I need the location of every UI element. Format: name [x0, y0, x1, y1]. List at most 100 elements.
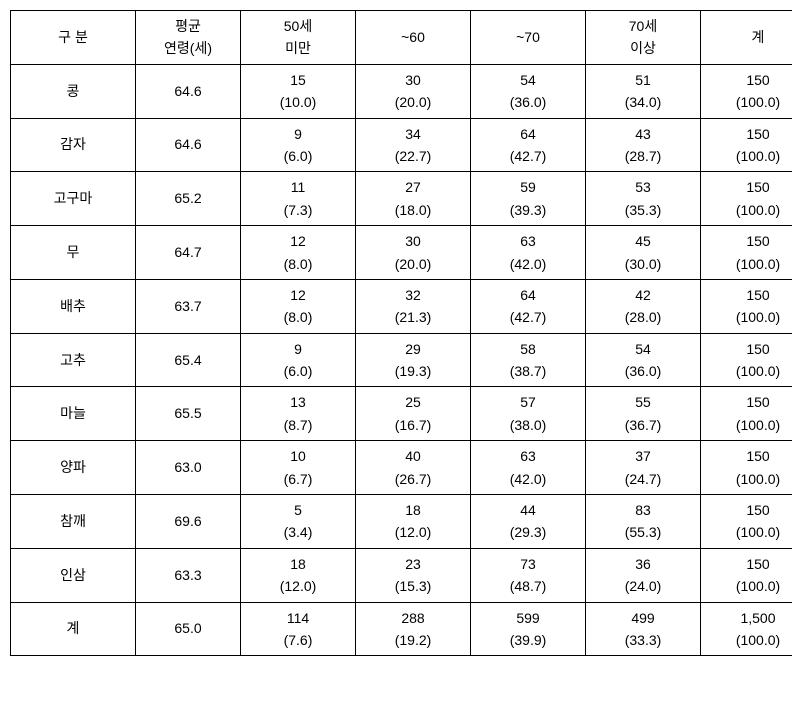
cell-value: 54 — [520, 69, 536, 91]
cell-percent: (24.7) — [625, 468, 662, 490]
data-cell: 599(39.9) — [471, 602, 586, 656]
cell-percent: (39.9) — [510, 629, 547, 651]
row-category: 감자 — [11, 118, 136, 172]
data-cell: 59(39.3) — [471, 172, 586, 226]
cell-percent: (100.0) — [736, 360, 780, 382]
cell-percent: (15.3) — [395, 575, 432, 597]
cell-value: 40 — [405, 445, 421, 467]
cell-percent: (26.7) — [395, 468, 432, 490]
data-cell: 40(26.7) — [356, 441, 471, 495]
cell-percent: (22.7) — [395, 145, 432, 167]
cell-value: 45 — [635, 230, 651, 252]
cell-percent: (12.0) — [280, 575, 317, 597]
cell-percent: (38.0) — [510, 414, 547, 436]
cell-percent: (8.0) — [284, 253, 313, 275]
row-category: 양파 — [11, 441, 136, 495]
cell-percent: (20.0) — [395, 91, 432, 113]
data-cell: 9(6.0) — [241, 118, 356, 172]
cell-value: 15 — [290, 69, 306, 91]
data-cell: 150(100.0) — [701, 495, 792, 549]
cell-percent: (36.0) — [510, 91, 547, 113]
cell-percent: (20.0) — [395, 253, 432, 275]
row-avg-age: 63.0 — [136, 441, 241, 495]
cell-value: 51 — [635, 69, 651, 91]
cell-value: 63 — [520, 230, 536, 252]
data-cell: 288(19.2) — [356, 602, 471, 656]
cell-value: 57 — [520, 391, 536, 413]
data-cell: 54(36.0) — [586, 333, 701, 387]
cell-percent: (6.0) — [284, 145, 313, 167]
cell-value: 54 — [635, 338, 651, 360]
data-cell: 499(33.3) — [586, 602, 701, 656]
data-cell: 150(100.0) — [701, 333, 792, 387]
cell-value: 58 — [520, 338, 536, 360]
cell-value: 25 — [405, 391, 421, 413]
cell-value: 55 — [635, 391, 651, 413]
row-avg-age: 65.5 — [136, 387, 241, 441]
cell-percent: (36.7) — [625, 414, 662, 436]
row-avg-age: 64.6 — [136, 64, 241, 118]
cell-value: 18 — [290, 553, 306, 575]
row-avg-age: 64.7 — [136, 226, 241, 280]
cell-percent: (6.0) — [284, 360, 313, 382]
cell-percent: (34.0) — [625, 91, 662, 113]
cell-percent: (28.7) — [625, 145, 662, 167]
cell-percent: (100.0) — [736, 199, 780, 221]
cell-percent: (42.0) — [510, 468, 547, 490]
data-cell: 13(8.7) — [241, 387, 356, 441]
cell-value: 599 — [516, 607, 539, 629]
cell-value: 37 — [635, 445, 651, 467]
header-row: 구 분 평균 연령(세) 50세 미만 ~60 ~70 70세 이상 — [11, 11, 792, 65]
cell-percent: (12.0) — [395, 521, 432, 543]
cell-percent: (100.0) — [736, 306, 780, 328]
cell-value: 44 — [520, 499, 536, 521]
cell-percent: (16.7) — [395, 414, 432, 436]
cell-percent: (8.0) — [284, 306, 313, 328]
cell-percent: (100.0) — [736, 145, 780, 167]
cell-percent: (100.0) — [736, 468, 780, 490]
cell-value: 150 — [746, 445, 769, 467]
row-avg-age: 64.6 — [136, 118, 241, 172]
data-cell: 150(100.0) — [701, 279, 792, 333]
row-category: 콩 — [11, 64, 136, 118]
cell-percent: (100.0) — [736, 414, 780, 436]
cell-percent: (19.3) — [395, 360, 432, 382]
cell-value: 30 — [405, 230, 421, 252]
cell-percent: (19.2) — [395, 629, 432, 651]
cell-value: 30 — [405, 69, 421, 91]
row-category: 참깨 — [11, 495, 136, 549]
cell-value: 36 — [635, 553, 651, 575]
data-cell: 73(48.7) — [471, 548, 586, 602]
cell-percent: (36.0) — [625, 360, 662, 382]
cell-value: 9 — [294, 338, 302, 360]
cell-value: 18 — [405, 499, 421, 521]
cell-percent: (3.4) — [284, 521, 313, 543]
cell-percent: (55.3) — [625, 521, 662, 543]
table-body: 콩64.615(10.0)30(20.0)54(36.0)51(34.0)150… — [11, 64, 792, 656]
data-cell: 12(8.0) — [241, 226, 356, 280]
cell-percent: (28.0) — [625, 306, 662, 328]
table-row: 마늘65.513(8.7) 25(16.7) 57(38.0) 55(36.7) 150… — [11, 387, 792, 441]
cell-value: 32 — [405, 284, 421, 306]
cell-percent: (30.0) — [625, 253, 662, 275]
data-cell: 150(100.0) — [701, 226, 792, 280]
cell-percent: (29.3) — [510, 521, 547, 543]
cell-percent: (10.0) — [280, 91, 317, 113]
data-cell: 150(100.0) — [701, 387, 792, 441]
header-under50: 50세 미만 — [241, 11, 356, 65]
cell-value: 114 — [287, 607, 309, 629]
cell-value: 43 — [635, 123, 651, 145]
data-cell: 150(100.0) — [701, 441, 792, 495]
data-cell: 150(100.0) — [701, 548, 792, 602]
row-category: 계 — [11, 602, 136, 656]
cell-value: 150 — [746, 553, 769, 575]
row-avg-age: 63.3 — [136, 548, 241, 602]
data-cell: 44(29.3) — [471, 495, 586, 549]
data-cell: 30(20.0) — [356, 226, 471, 280]
cell-value: 13 — [290, 391, 306, 413]
data-cell: 5(3.4) — [241, 495, 356, 549]
cell-value: 63 — [520, 445, 536, 467]
row-category: 마늘 — [11, 387, 136, 441]
cell-percent: (100.0) — [736, 629, 780, 651]
data-cell: 11(7.3) — [241, 172, 356, 226]
